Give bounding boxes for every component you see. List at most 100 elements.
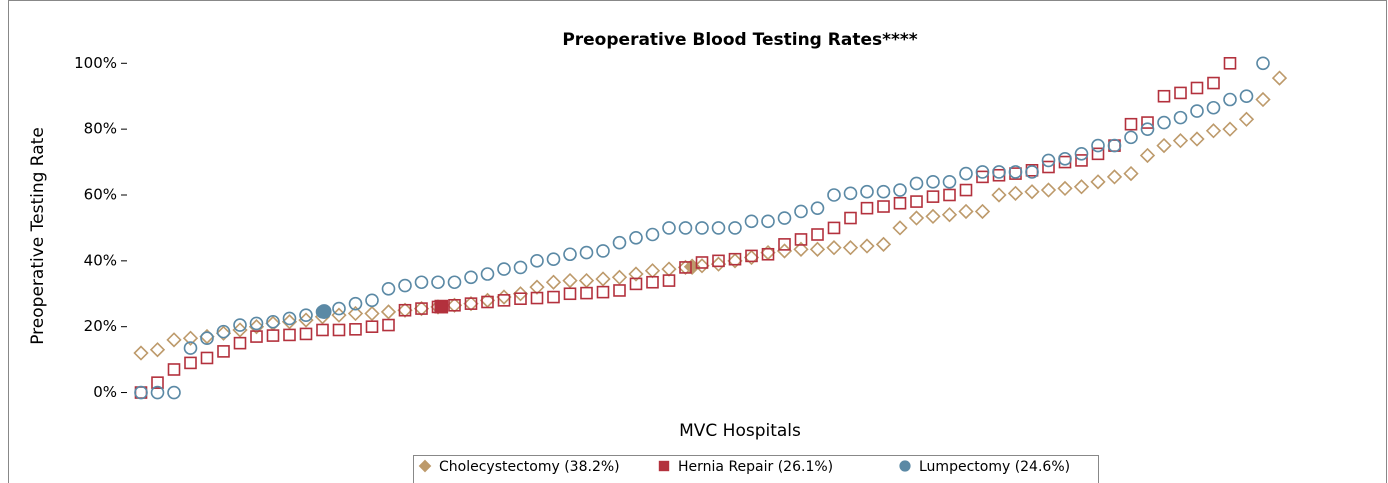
square-point — [316, 323, 329, 337]
diamond-point — [182, 330, 199, 346]
square-point — [250, 330, 263, 343]
diamond-point — [628, 266, 644, 282]
diamond-point — [793, 241, 809, 257]
circle-point — [959, 166, 973, 181]
legend-marker — [658, 460, 670, 472]
square-point — [976, 170, 989, 184]
diamond-point — [727, 253, 743, 269]
circle-point — [546, 252, 561, 266]
circle-point — [1239, 89, 1254, 104]
square-point — [1223, 56, 1237, 70]
square-point — [1124, 117, 1138, 131]
square-point — [497, 294, 511, 307]
square-point — [1075, 154, 1088, 167]
square-point — [613, 284, 626, 297]
diamond-point — [232, 322, 248, 338]
circle-point — [299, 308, 313, 322]
circle-point — [1107, 138, 1122, 153]
circle-point — [266, 314, 280, 329]
square-point — [629, 277, 643, 291]
square-point — [827, 221, 841, 235]
diamond-point — [133, 345, 149, 361]
circle-point — [1008, 165, 1023, 179]
circle-point — [975, 165, 990, 179]
square-point — [398, 303, 412, 317]
circle-point — [777, 211, 792, 225]
circle-point — [1157, 115, 1171, 130]
square-point — [1157, 89, 1171, 103]
square-point — [464, 297, 478, 310]
legend — [413, 455, 1099, 483]
diamond-point — [413, 300, 430, 317]
y-tick-label: 80% — [84, 120, 117, 138]
circle-point — [431, 275, 445, 290]
diamond-point — [1255, 91, 1271, 108]
square-point — [1174, 86, 1187, 100]
circle-point — [926, 175, 940, 189]
square-point — [679, 261, 692, 274]
diamond-point — [1024, 184, 1040, 200]
circle-point — [1041, 153, 1056, 168]
diamond-point — [1172, 133, 1189, 149]
diamond-point — [1106, 169, 1123, 185]
square-point — [860, 201, 874, 215]
square-point — [1091, 147, 1105, 161]
circle-point — [1025, 165, 1039, 179]
diamond-point — [1123, 165, 1139, 182]
circle-point — [233, 318, 247, 332]
circle-point — [1091, 138, 1105, 153]
y-tick-label: 0% — [93, 383, 117, 401]
circle-point — [1124, 130, 1138, 145]
square-point — [761, 247, 775, 261]
square-point — [646, 275, 659, 289]
circle-point — [893, 183, 907, 197]
circle-point — [249, 316, 264, 331]
circle-point — [596, 244, 610, 258]
circle-point — [794, 204, 808, 219]
circle-point — [316, 304, 332, 319]
chart-title: Preoperative Blood Testing Rates**** — [562, 30, 917, 50]
square-point — [1141, 116, 1154, 129]
circle-point — [497, 262, 511, 276]
circle-point — [167, 385, 181, 400]
diamond-point — [958, 203, 974, 220]
diamond-point — [743, 249, 760, 266]
diamond-point — [842, 240, 859, 256]
circle-point — [150, 385, 165, 400]
diamond-point — [463, 296, 479, 312]
square-point — [332, 323, 346, 337]
square-point — [365, 320, 379, 333]
diamond-point — [364, 305, 380, 322]
diamond-point — [826, 240, 842, 256]
circle-point — [1140, 122, 1155, 136]
circle-point — [216, 324, 231, 339]
circle-point — [860, 184, 874, 199]
square-point — [745, 249, 758, 263]
circle-point — [282, 311, 297, 326]
diamond-point — [1073, 179, 1090, 195]
diamond-point — [859, 238, 875, 254]
diamond-point — [1040, 182, 1057, 198]
frame — [8, 0, 1387, 483]
diamond-point — [1156, 137, 1172, 154]
diamond-point — [1139, 147, 1156, 164]
circle-point — [645, 227, 660, 242]
square-point — [1207, 76, 1220, 90]
circle-point — [843, 186, 858, 201]
circle-point — [1256, 56, 1270, 71]
diamond-point — [974, 203, 991, 220]
diamond-point — [380, 304, 397, 320]
circle-point — [695, 221, 709, 235]
diamond-point — [1090, 174, 1106, 190]
circle-point — [447, 275, 462, 290]
diamond-point — [875, 236, 892, 253]
diamond-point — [892, 220, 908, 236]
diamond-point — [446, 297, 463, 313]
legend-label: Cholecystectomy (38.2%) — [439, 459, 620, 475]
legend-label: Lumpectomy (24.6%) — [919, 459, 1070, 475]
square-point — [1190, 81, 1204, 95]
circle-point — [183, 341, 198, 355]
square-point — [563, 287, 577, 301]
square-point — [481, 295, 494, 309]
circle-point — [1074, 147, 1089, 161]
